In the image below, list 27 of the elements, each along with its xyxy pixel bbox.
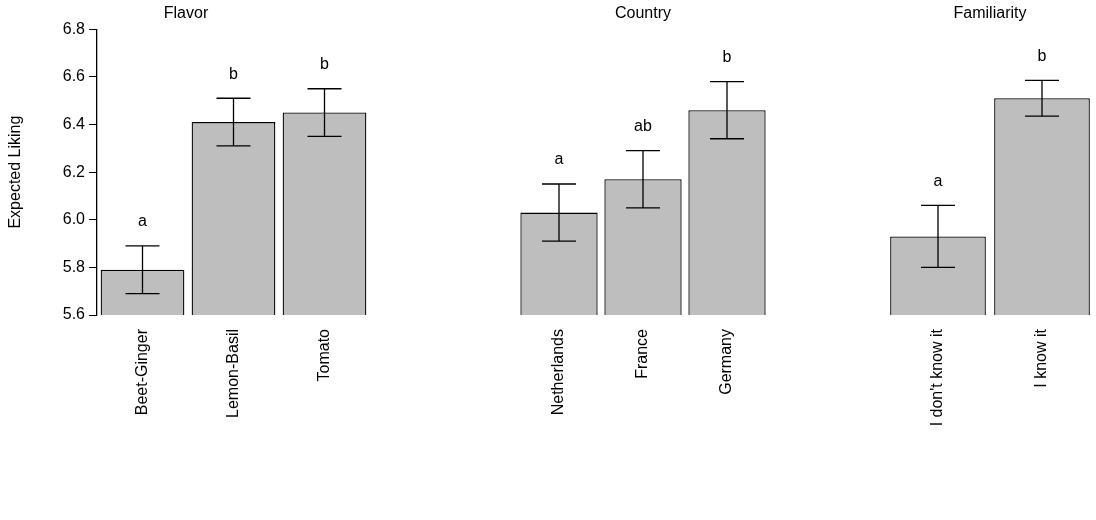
chart-title: Flavor	[163, 4, 209, 22]
y-tick-label: 6.0	[62, 210, 86, 228]
y-axis-title: Expected Liking	[6, 115, 24, 229]
x-tick-label: I don't know it	[928, 328, 946, 427]
y-tick-label: 6.4	[62, 114, 86, 132]
chart-title: Country	[614, 4, 672, 22]
annotation: ab	[634, 117, 652, 135]
x-tick-label: I know it	[1032, 328, 1050, 388]
y-tick-label: 5.8	[62, 257, 86, 275]
y-tick-label: 6.2	[62, 162, 86, 180]
x-tick-label: Lemon-Basil	[223, 329, 241, 418]
annotation: a	[933, 171, 943, 189]
x-tick-label: Netherlands	[549, 329, 567, 416]
annotation: b	[229, 64, 239, 82]
annotation: b	[1037, 46, 1047, 64]
annotation: a	[554, 150, 564, 168]
chart-title: Familiarity	[953, 4, 1027, 22]
x-tick-label: Beet-Ginger	[132, 328, 150, 416]
y-tick-label: 6.8	[62, 19, 86, 37]
y-tick-label: 6.6	[62, 67, 86, 85]
y-tick-label: 5.6	[62, 305, 86, 323]
x-tick-label: Tomato	[314, 328, 332, 382]
x-tick-label: Germany	[717, 329, 735, 395]
annotation: b	[722, 48, 732, 65]
annotation: b	[320, 55, 330, 73]
annotation: a	[138, 212, 148, 230]
x-tick-label: France	[633, 328, 651, 379]
